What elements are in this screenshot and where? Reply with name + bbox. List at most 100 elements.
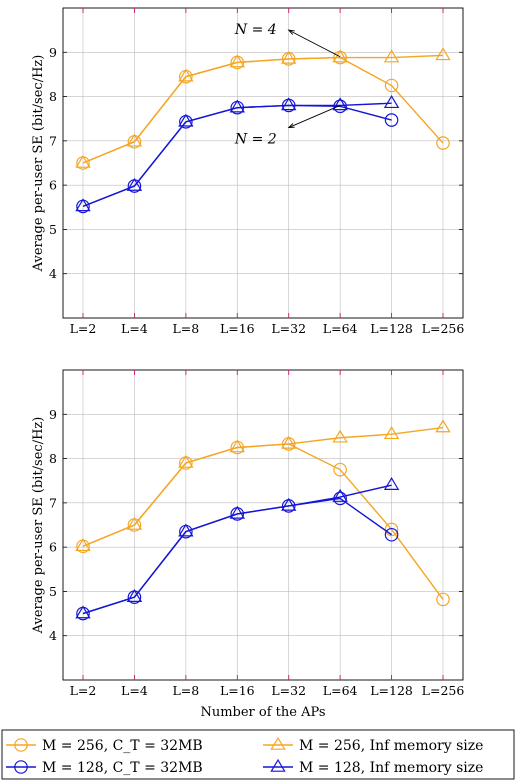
legend-text: M = 128, C_T = 32MB — [42, 760, 203, 776]
data-point — [179, 524, 193, 539]
x-tick-label: L=32 — [271, 683, 306, 698]
data-point — [76, 539, 90, 554]
y-tick-label: 8 — [49, 451, 57, 466]
x-tick-label: L=16 — [220, 683, 255, 698]
data-point — [383, 95, 400, 109]
legend: M = 256, C_T = 32MB M = 256, Inf memory s… — [1, 729, 515, 780]
data-point — [384, 78, 399, 93]
annotation-2: N = 2 — [234, 105, 341, 148]
data-point — [281, 50, 297, 64]
data-point — [127, 590, 142, 604]
x-tick-label: L=4 — [121, 321, 148, 336]
data-point — [229, 439, 245, 453]
legend-text: M = 256, Inf memory size — [299, 738, 483, 754]
data-point — [332, 429, 348, 443]
x-tick-label: L=128 — [370, 683, 413, 698]
data-point — [230, 100, 245, 115]
y-tick-label: 6 — [49, 540, 57, 555]
series-line — [82, 443, 444, 600]
data-point — [435, 419, 451, 433]
data-point — [229, 99, 245, 113]
data-point — [384, 527, 399, 542]
x-tick-label: L=16 — [220, 321, 255, 336]
data-point — [384, 113, 399, 127]
y-tick-label: 9 — [49, 45, 57, 60]
data-point — [436, 136, 450, 150]
data-point — [281, 437, 296, 451]
x-tick-label: L=2 — [70, 683, 97, 698]
annotation-label: N = 4 — [234, 22, 277, 38]
x-tick-label: L=256 — [422, 683, 465, 698]
x-axis-label: Number of the APs — [200, 705, 325, 720]
y-axis-label: Average per-user SE (bit/sec/Hz) — [31, 417, 46, 635]
data-point — [76, 199, 90, 214]
data-point — [383, 476, 400, 490]
x-tick-label: L=2 — [70, 321, 97, 336]
legend-marker — [14, 760, 28, 774]
x-tick-label: L=8 — [172, 321, 199, 336]
x-tick-label: L=4 — [121, 683, 148, 698]
x-tick-label: L=128 — [370, 321, 413, 336]
annotation-label: N = 2 — [234, 132, 277, 148]
plot-frame — [62, 7, 464, 319]
legend-entry-s256C: M = 256, C_T = 32MB — [6, 738, 203, 754]
data-point — [281, 499, 296, 513]
series-line — [82, 56, 444, 164]
data-point — [332, 49, 348, 63]
series-line — [82, 104, 392, 208]
legend-marker — [14, 738, 28, 752]
y-tick-label: 7 — [49, 495, 57, 510]
data-point — [76, 606, 90, 621]
legend-entry-s128C: M = 128, C_T = 32MB — [6, 760, 203, 776]
series-s256C — [76, 437, 450, 607]
plot-frame — [62, 369, 464, 681]
chart-panel-1: L=2 L=4 L=8 L=16 L=32 L=64 L=128 L=256 4 5 6 7 8 9Ave… — [31, 7, 465, 336]
data-point — [230, 507, 245, 521]
data-point — [333, 50, 347, 65]
legend-marker — [270, 758, 286, 772]
annotation-arrowhead — [287, 29, 295, 35]
chart-panel-2: L=2 L=4 L=8 L=16 L=32 L=64 L=128 L=256 4 5 6 7 8 9Ave… — [31, 369, 465, 720]
legend-text: M = 256, C_T = 32MB — [42, 738, 203, 754]
annotation-1: N = 4 — [234, 22, 341, 58]
y-tick-label: 5 — [49, 222, 57, 237]
data-point — [126, 516, 143, 530]
data-point — [435, 47, 451, 61]
x-tick-label: L=256 — [422, 321, 465, 336]
data-point — [126, 589, 143, 602]
data-point — [384, 522, 399, 537]
data-point — [281, 97, 297, 111]
data-point — [383, 49, 400, 63]
x-tick-label: L=32 — [271, 321, 306, 336]
y-tick-label: 8 — [49, 89, 57, 104]
data-point — [179, 456, 193, 470]
legend-text: M = 128, Inf memory size — [299, 760, 483, 776]
x-tick-label: L=64 — [323, 321, 358, 336]
series-line — [82, 497, 392, 615]
y-tick-label: 4 — [49, 628, 57, 643]
data-point — [126, 133, 143, 147]
x-tick-label: L=64 — [323, 683, 358, 698]
y-tick-label: 7 — [49, 133, 57, 148]
data-point — [281, 52, 296, 66]
data-point — [127, 179, 142, 193]
y-axis-label: Average per-user SE (bit/sec/Hz) — [31, 55, 46, 273]
y-tick-label: 5 — [49, 584, 57, 599]
annotation-arrowhead — [287, 123, 295, 129]
data-point — [127, 134, 142, 149]
legend-marker — [270, 736, 286, 750]
data-point — [332, 488, 348, 502]
data-point — [126, 177, 143, 191]
data-point — [281, 435, 297, 449]
legend-entry-s128T: M = 128, Inf memory size — [263, 758, 483, 776]
annotation-arrow — [288, 29, 341, 58]
data-point — [436, 592, 450, 607]
series-s256C — [76, 50, 450, 170]
data-point — [76, 156, 90, 170]
data-point — [333, 491, 347, 506]
data-point — [179, 69, 193, 84]
data-point — [127, 518, 142, 532]
legend-box — [1, 729, 515, 780]
data-point — [281, 98, 296, 113]
